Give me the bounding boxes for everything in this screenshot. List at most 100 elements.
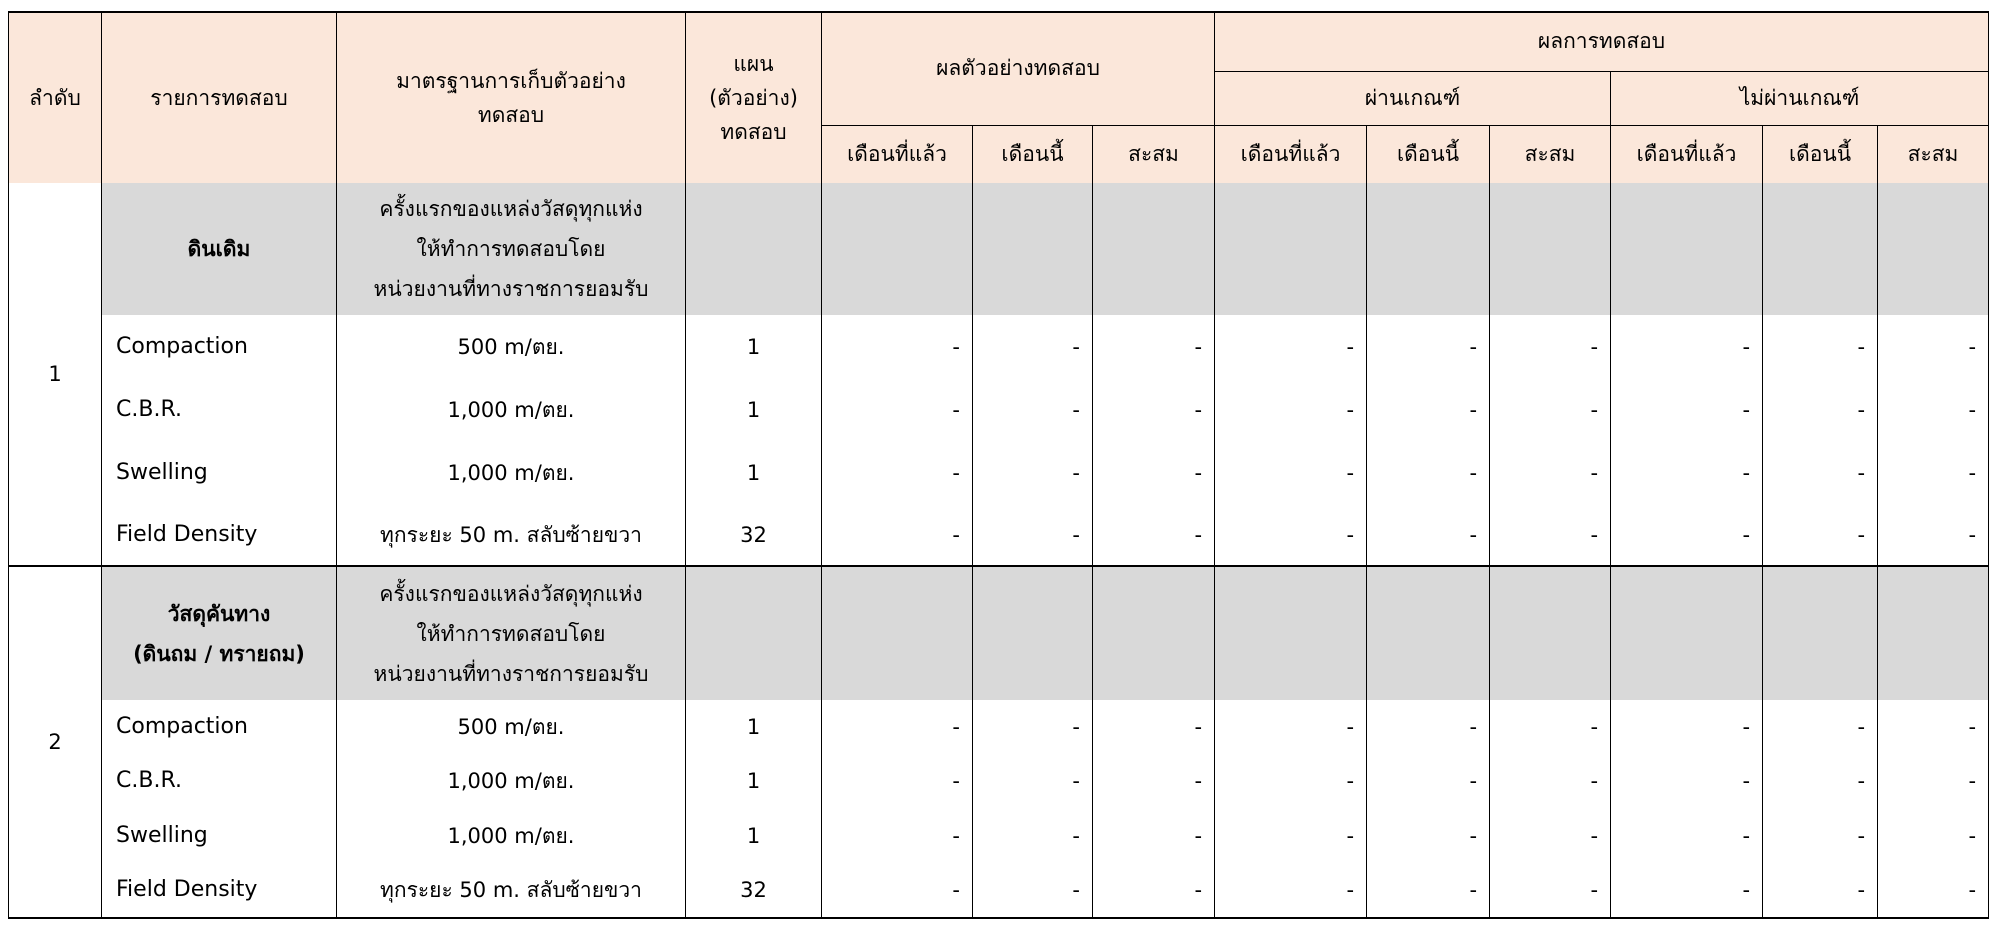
table-row: Swelling 1,000 m/ตย. 1- - - - - - - - - [9,441,1990,504]
empty-cell [1489,565,1612,700]
result-value: - [1762,315,1879,378]
result-value: - [1489,315,1612,378]
result-value: - [1091,378,1216,441]
empty-cell [1091,565,1216,700]
result-value: - [972,315,1093,378]
test-plan: 32 [685,863,822,919]
result-value: - [1610,441,1764,504]
header-period-samples: เดือนนี้ [972,124,1093,183]
test-name: Compaction [101,700,337,754]
header-plan-line: ทดสอบ [720,120,787,144]
header-period-samples: สะสม [1091,124,1216,183]
table-row: Compaction 500 m/ตย. 1- - - - - - - - - [9,315,1990,378]
header-pass: ผ่านเกณฑ์ [1214,70,1612,126]
group-standard: ครั้งแรกของแหล่งวัสดุทุกแห่งให้ทำการทดสอ… [336,565,686,700]
result-value: - [1489,808,1612,863]
group-name: วัสดุคันทาง (ดินถม / ทรายถม) [101,565,337,700]
empty-cell [1877,565,1990,700]
header-period-pass: สะสม [1489,124,1612,183]
result-value: - [821,754,973,808]
test-plan: 1 [685,378,822,441]
group-standard-line: ให้ทำการทดสอบโดย [416,237,606,261]
result-value: - [1366,754,1491,808]
result-value: - [1366,315,1491,378]
group-name-line: วัสดุคันทาง [167,601,271,626]
result-value: - [821,863,973,919]
empty-cell [1366,183,1491,315]
result-value: - [1366,863,1491,919]
header-plan-line: (ตัวอย่าง) [709,86,798,110]
header-period-fail: สะสม [1877,124,1990,183]
group-standard-line: ครั้งแรกของแหล่งวัสดุทุกแห่ง [379,581,643,606]
result-value: - [1610,863,1764,919]
result-value: - [1877,700,1990,754]
result-value: - [1762,863,1879,919]
result-value: - [1762,378,1879,441]
header-plan: แผน (ตัวอย่าง) ทดสอบ [685,11,822,183]
result-value: - [972,754,1093,808]
table-header: ลำดับ รายการทดสอบ มาตรฐานการเก็บตัวอย่าง… [8,11,1990,183]
test-standard: 1,000 m/ตย. [336,808,686,863]
result-value: - [1762,441,1879,504]
test-name: Swelling [101,441,337,504]
result-value: - [1489,441,1612,504]
group-name-line: ดินเดิม [187,237,251,261]
result-value: - [1610,808,1764,863]
table-row: Compaction 500 m/ตย. 1- - - - - - - - - [9,700,1990,754]
result-value: - [1366,504,1491,566]
table-row: Field Density ทุกระยะ 50 m. สลับซ้ายขวา 32… [9,863,1990,919]
result-value: - [1610,504,1764,566]
result-value: - [1214,754,1368,808]
group-name-line: (ดินถม / ทรายถม) [133,641,305,666]
result-value: - [972,863,1093,919]
result-value: - [821,808,973,863]
group-standard-line: ให้ทำการทดสอบโดย [416,621,606,646]
result-value: - [1366,808,1491,863]
header-samples: ผลตัวอย่างทดสอบ [820,11,1216,126]
group-2: 2 วัสดุคันทาง (ดินถม / ทรายถม) ครั้งแรกของแ… [8,565,1990,919]
result-value: - [821,504,973,566]
result-value: - [1214,863,1368,919]
result-value: - [1214,441,1368,504]
test-name: Field Density [101,504,337,566]
result-value: - [1214,504,1368,566]
result-value: - [1091,808,1216,863]
result-value: - [1610,754,1764,808]
group-standard: ครั้งแรกของแหล่งวัสดุทุกแห่ง ให้ทำการทดสอ… [336,183,686,315]
result-value: - [1214,808,1368,863]
result-value: - [1877,315,1990,378]
result-value: - [1877,378,1990,441]
result-value: - [972,504,1093,566]
header-period-fail: เดือนที่แล้ว [1610,124,1764,183]
empty-cell [1877,183,1990,315]
test-standard: ทุกระยะ 50 m. สลับซ้ายขวา [336,863,686,919]
table-row: Swelling 1,000 m/ตย. 1- - - - - - - - - [9,808,1990,863]
group-number: 1 [8,183,102,567]
header-standard-line: ทดสอบ [477,103,545,127]
test-standard: 500 m/ตย. [336,315,686,378]
result-value: - [821,378,973,441]
empty-cell [1762,183,1879,315]
result-value: - [1877,808,1990,863]
result-value: - [1762,504,1879,566]
result-value: - [1877,441,1990,504]
header-item: รายการทดสอบ [101,11,337,183]
group-number: 2 [8,565,102,919]
test-standard: ทุกระยะ 50 m. สลับซ้ายขวา [336,504,686,566]
header-results: ผลการทดสอบ [1214,11,1990,72]
result-value: - [821,700,973,754]
test-standard: 1,000 m/ตย. [336,441,686,504]
test-name: Field Density [101,863,337,919]
result-value: - [1091,754,1216,808]
result-value: - [1091,315,1216,378]
empty-cell [685,565,822,700]
table-row: C.B.R. 1,000 m/ตย. 1- - - - - - - - - [9,754,1990,808]
result-value: - [1489,863,1612,919]
test-name: C.B.R. [101,754,337,808]
result-value: - [1877,504,1990,566]
empty-cell [972,183,1093,315]
test-results-table: ลำดับ รายการทดสอบ มาตรฐานการเก็บตัวอย่าง… [8,11,1990,919]
empty-cell [1610,565,1764,700]
result-value: - [1366,441,1491,504]
empty-cell [972,565,1093,700]
